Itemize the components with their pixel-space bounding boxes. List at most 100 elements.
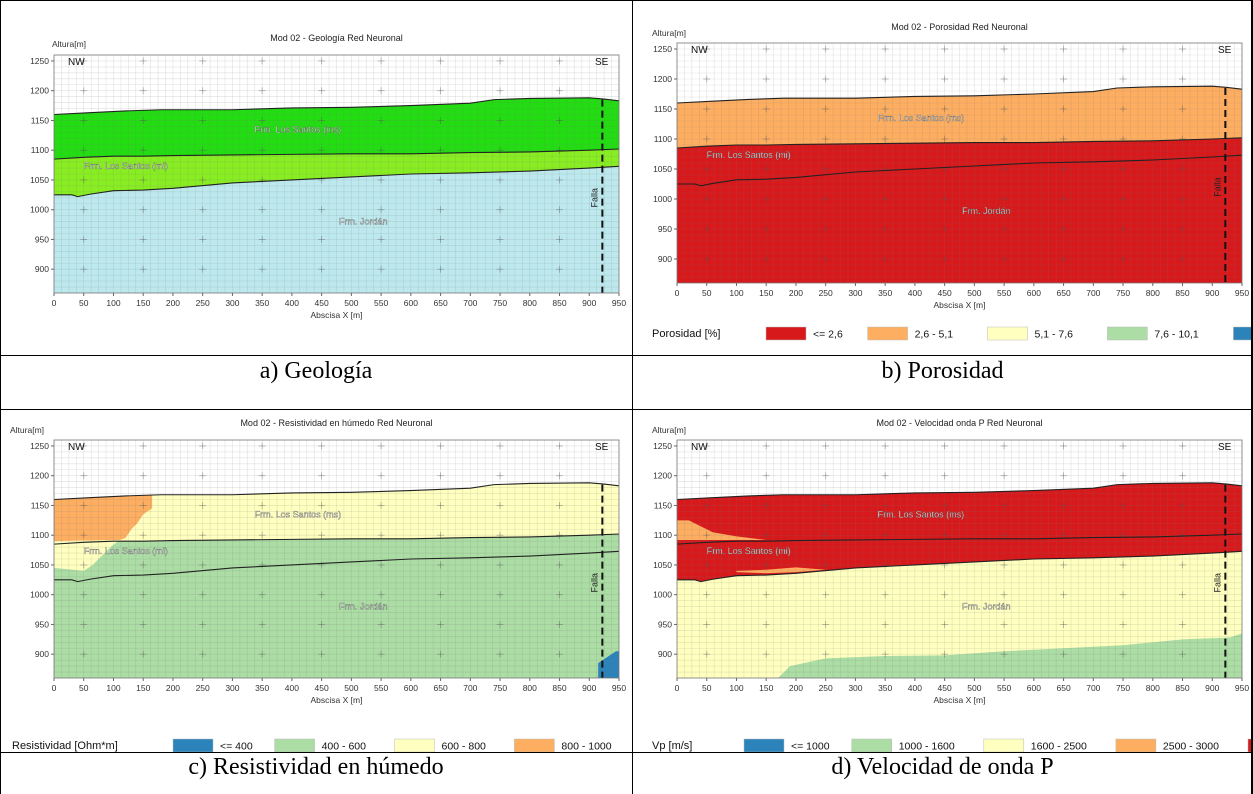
formation-label-3: Frm. Jordán (962, 602, 1011, 612)
x-tick-label: 350 (878, 683, 892, 693)
block-vp-1000-1600 (778, 633, 1242, 678)
horizon-line-2 (677, 137, 1242, 149)
corner-label-nw: NW (68, 57, 85, 68)
y-tick-label: 1150 (31, 500, 50, 510)
legend-label-4: 800 - 1000 (561, 741, 611, 753)
y-tick-label: 900 (658, 254, 672, 264)
x-tick-label: 850 (552, 298, 566, 308)
x-tick-label: 950 (612, 298, 626, 308)
y-tick-label: 1050 (30, 175, 49, 185)
legend-label-1: <= 2,6 (813, 329, 843, 341)
x-tick-label: 550 (374, 683, 388, 693)
legend-label-2: 2,6 - 5,1 (915, 329, 954, 341)
table-divider-caption-top-2 (0, 752, 1253, 753)
plot-frame (676, 42, 1243, 284)
legend-swatch-1 (743, 738, 785, 753)
y-tick-label: 950 (658, 224, 672, 234)
x-tick-label: 100 (106, 298, 120, 308)
x-tick-label: 700 (463, 298, 477, 308)
x-tick-label: 550 (374, 298, 388, 308)
corner-label-se: SE (1218, 45, 1232, 56)
formation-label-3: Frm. Jordán (339, 217, 388, 227)
x-tick-label: 900 (1205, 288, 1219, 298)
x-tick-label: 250 (196, 683, 210, 693)
formation-label-3: Frm. Jordán (962, 206, 1011, 216)
y-tick-label: 1050 (30, 560, 49, 570)
horizon-line-2 (677, 533, 1242, 545)
region-vp-1600-2500 (677, 551, 1242, 678)
x-tick-label: 300 (225, 683, 239, 693)
x-tick-label: 750 (1116, 288, 1130, 298)
layer-los-santos-ms (54, 97, 619, 160)
grid-markers (80, 57, 564, 273)
y-tick-label: 1000 (30, 205, 49, 215)
x-tick-label: 600 (1027, 288, 1041, 298)
formation-label-1: Frm. Los Santos (ms) (255, 509, 342, 519)
y-tick-label: 1100 (654, 530, 673, 540)
x-axis-label: Abscisa X [m] (311, 310, 363, 320)
table-border-left (0, 0, 1, 794)
x-tick-label: 850 (1175, 288, 1189, 298)
mesh (677, 43, 1242, 283)
x-tick-label: 100 (729, 288, 743, 298)
formation-label-2: Frm. Los Santos (mi) (84, 546, 168, 556)
x-tick-label: 200 (166, 298, 180, 308)
legend-label-4: 7,6 - 10,1 (1154, 329, 1199, 341)
formation-label-2: Frm. Los Santos (mi) (707, 150, 791, 160)
formation-label-1: Frm. Los Santos (ms) (878, 509, 965, 519)
y-tick-label: 1200 (653, 74, 672, 84)
chart-velocidad: Falla NW SE Frm. Los Santos (ms) Frm. Los Sa… (652, 418, 1253, 753)
x-tick-label: 850 (1175, 683, 1189, 693)
caption-b: b) Porosidad (881, 358, 1004, 384)
x-axis-label: Abscisa X [m] (934, 300, 986, 310)
y-tick-label: 1100 (31, 145, 50, 155)
legend-swatch-5 (1233, 326, 1253, 341)
x-tick-label: 750 (493, 683, 507, 693)
plot-area: Falla NW SE Frm. Los Santos (ms) Frm. Los Sa… (677, 440, 1242, 678)
y-tick-label: 1150 (654, 104, 673, 114)
mesh (677, 440, 1242, 678)
table-border-right (1251, 0, 1253, 794)
y-tick-label: 900 (35, 264, 49, 274)
x-tick-label: 500 (967, 288, 981, 298)
horizon-line-3 (677, 154, 1242, 187)
horizon-line-2 (54, 533, 619, 545)
y-tick-label: 950 (35, 234, 49, 244)
x-tick-label: 50 (79, 298, 89, 308)
x-tick-label: 300 (225, 298, 239, 308)
plot-area: Falla NW SE Frm. Los Santos (ms) Frm. Los Sa… (54, 440, 619, 678)
x-tick-label: 350 (878, 288, 892, 298)
x-tick-label: 250 (819, 288, 833, 298)
x-tick-label: 400 (908, 683, 922, 693)
x-axis-label: Abscisa X [m] (934, 695, 986, 705)
y-tick-label: 1200 (30, 471, 49, 481)
x-tick-label: 500 (967, 683, 981, 693)
x-tick-label: 650 (1056, 288, 1070, 298)
table-divider-caption-top-1 (0, 355, 1253, 356)
y-tick-label: 1100 (31, 530, 50, 540)
x-tick-label: 150 (136, 298, 150, 308)
legend-swatch-2 (274, 738, 315, 753)
x-tick-label: 950 (1235, 288, 1249, 298)
x-tick-label: 400 (285, 683, 299, 693)
plot-area: Falla NW SE Frm. Los Santos (ms) Frm. Los Sa… (677, 43, 1242, 283)
x-tick-label: 50 (702, 683, 712, 693)
table-divider-row (0, 409, 1253, 410)
legend-title: Porosidad [%] (652, 328, 720, 340)
x-tick-label: 150 (759, 683, 773, 693)
plot-frame (53, 439, 620, 679)
x-tick-label: 0 (675, 683, 680, 693)
legend-label-3: 1600 - 2500 (1031, 741, 1087, 753)
panel-a: Falla NW SE Frm. Los Santos (ms) Frm. Los Sa… (0, 0, 632, 410)
layer-los-santos-mi (54, 149, 619, 197)
y-tick-label: 1200 (30, 86, 49, 96)
corner-label-nw: NW (68, 442, 85, 453)
x-tick-label: 50 (79, 683, 89, 693)
y-tick-label: 900 (658, 649, 672, 659)
plot-area: Falla NW SE Frm. Los Santos (ms) Frm. Los Sa… (54, 55, 619, 293)
x-tick-label: 200 (166, 683, 180, 693)
mesh (54, 55, 619, 293)
x-tick-label: 600 (404, 683, 418, 693)
x-tick-label: 150 (136, 683, 150, 693)
